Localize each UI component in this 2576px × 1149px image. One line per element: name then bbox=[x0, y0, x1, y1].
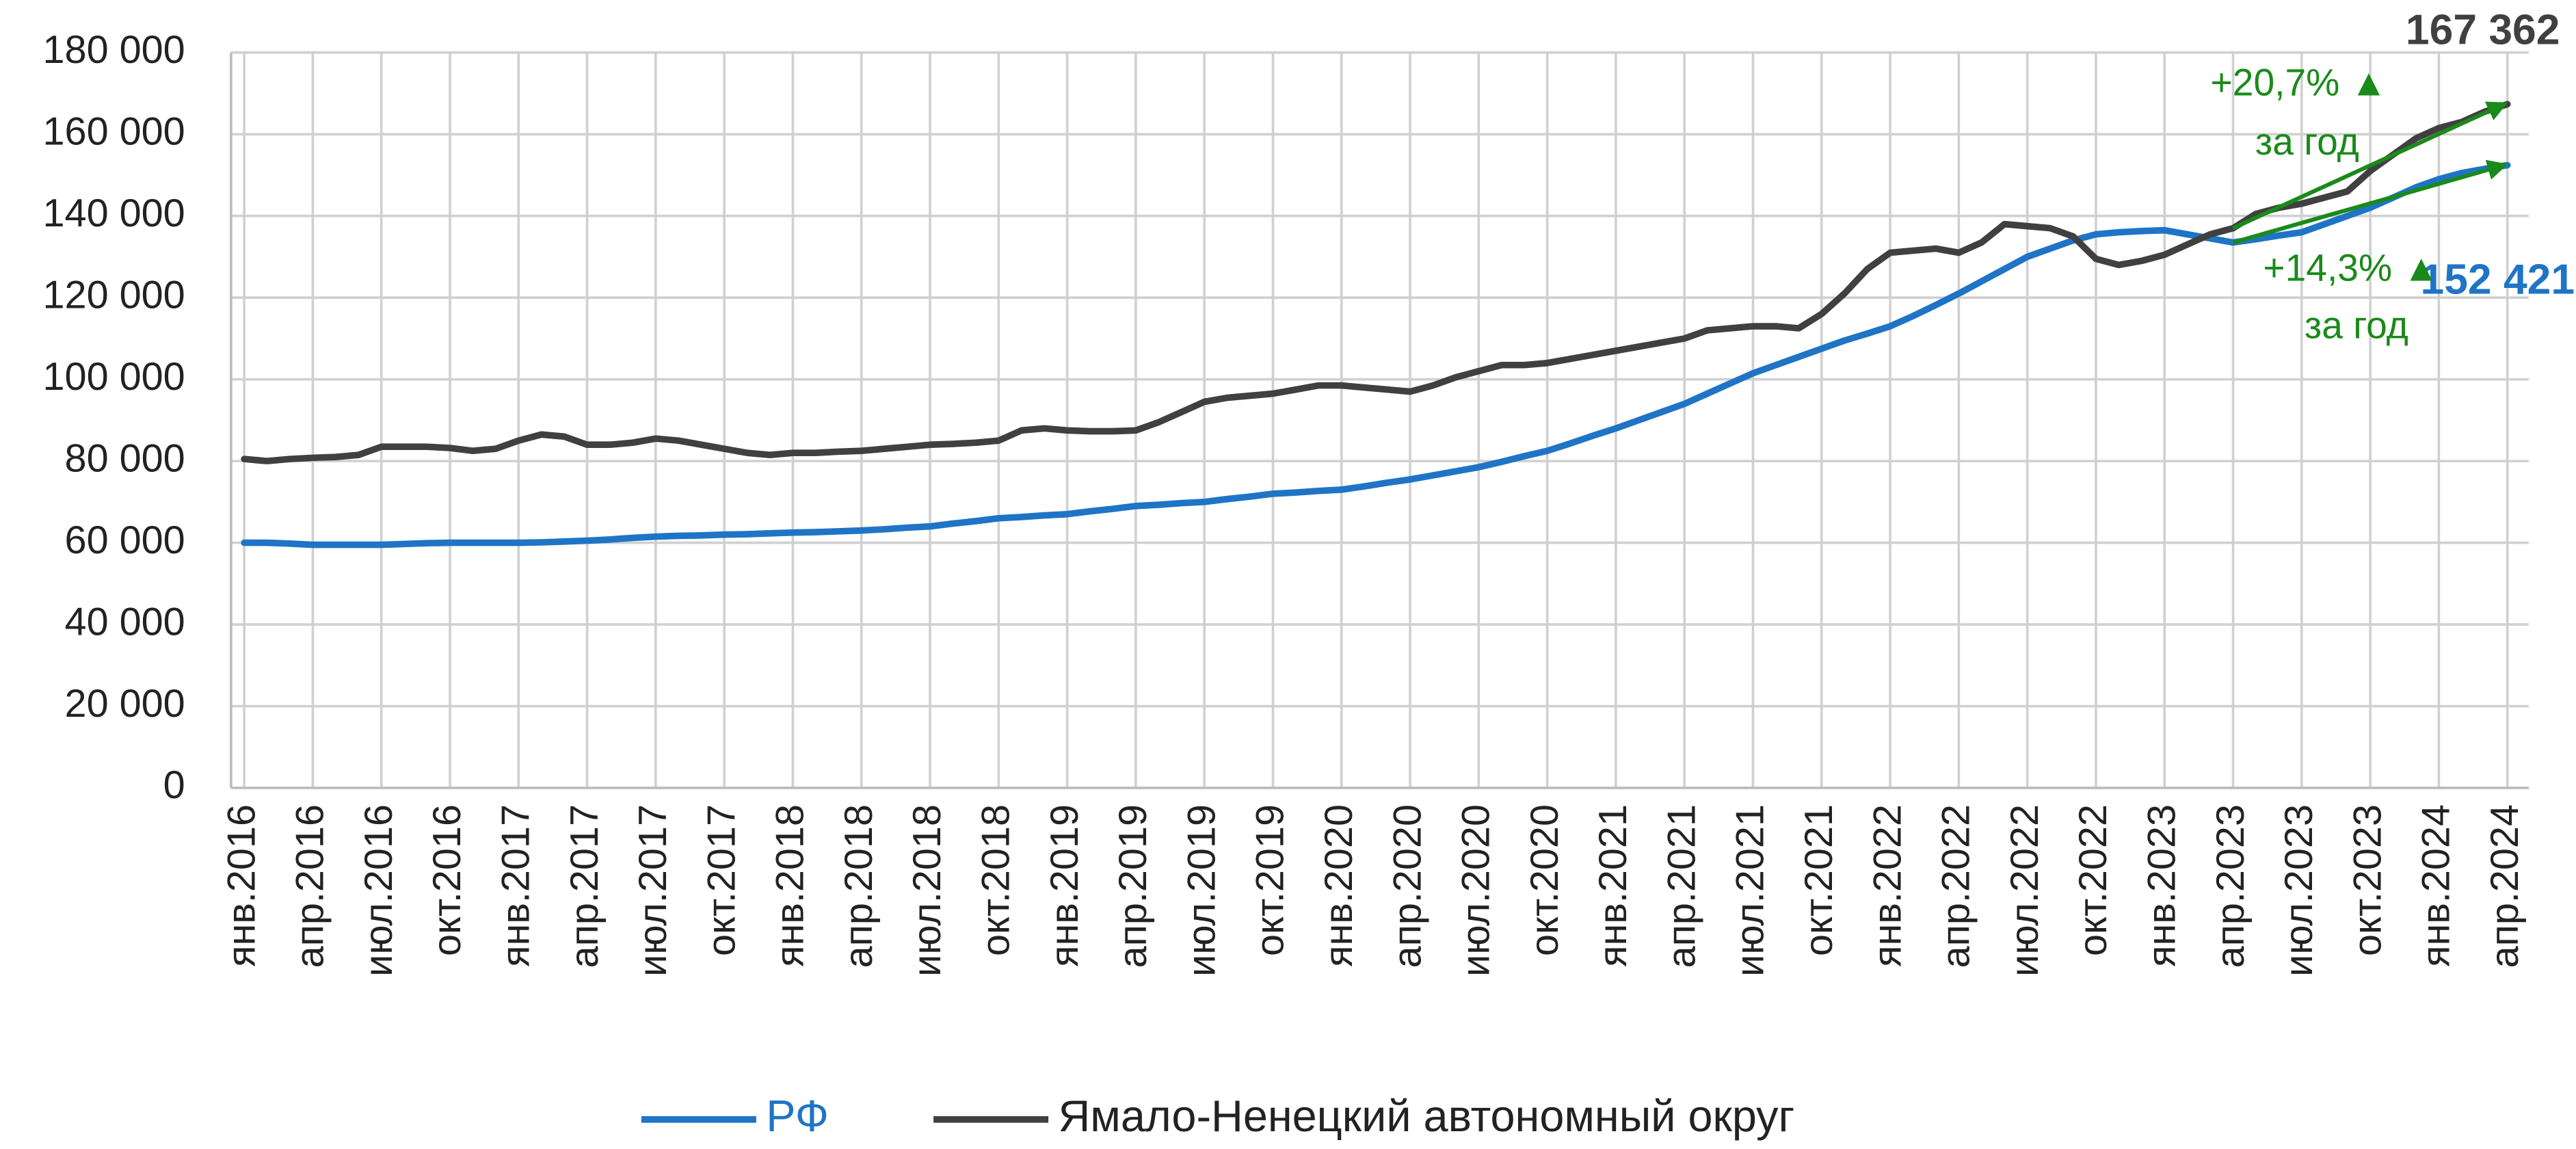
x-tick-label: окт.2019 bbox=[1249, 804, 1292, 956]
y-tick-label: 140 000 bbox=[43, 192, 185, 235]
legend-item: Ямало-Ненецкий автономный округ bbox=[933, 1091, 1794, 1141]
x-tick-label: апр.2019 bbox=[1111, 804, 1155, 968]
y-tick-label: 60 000 bbox=[65, 518, 185, 562]
series-line bbox=[241, 161, 2511, 549]
y-tick-label: 160 000 bbox=[43, 109, 185, 153]
annotation: +20,7% ▲ bbox=[2211, 61, 2388, 103]
x-tick-label: окт.2021 bbox=[1797, 804, 1841, 956]
growth-arrow bbox=[2232, 101, 2508, 230]
x-tick-label: окт.2018 bbox=[974, 804, 1018, 956]
x-tick-label: июл.2019 bbox=[1180, 804, 1223, 977]
x-tick-label: июл.2017 bbox=[631, 804, 675, 977]
x-tick-label: апр.2024 bbox=[2483, 804, 2527, 968]
x-tick-label: янв.2016 bbox=[220, 804, 263, 967]
legend-label: РФ bbox=[766, 1091, 829, 1141]
y-tick-label: 80 000 bbox=[65, 436, 185, 480]
x-tick-label: июл.2023 bbox=[2277, 804, 2321, 977]
x-tick-label: июл.2020 bbox=[1455, 804, 1498, 977]
y-tick-label: 180 000 bbox=[43, 28, 185, 72]
x-tick-label: янв.2017 bbox=[494, 804, 537, 967]
x-tick-label: окт.2023 bbox=[2346, 804, 2389, 956]
x-tick-label: окт.2020 bbox=[1523, 804, 1567, 956]
x-tick-label: апр.2018 bbox=[837, 804, 881, 968]
annotation: 167 362 bbox=[2406, 6, 2560, 53]
annotation: 152 421 bbox=[2421, 256, 2575, 303]
annotation: за год bbox=[2255, 120, 2359, 163]
x-tick-label: окт.2022 bbox=[2071, 804, 2115, 956]
legend-item: РФ bbox=[641, 1091, 829, 1141]
y-tick-label: 40 000 bbox=[65, 600, 185, 644]
x-tick-label: янв.2024 bbox=[2415, 804, 2458, 967]
y-tick-label: 0 bbox=[163, 763, 185, 807]
x-tick-label: окт.2017 bbox=[700, 804, 743, 956]
annotation: за год bbox=[2305, 304, 2408, 347]
x-tick-label: янв.2020 bbox=[1317, 804, 1361, 967]
x-tick-label: апр.2017 bbox=[563, 804, 607, 968]
annotation: +14,3% ▲ bbox=[2263, 247, 2440, 289]
x-tick-label: июл.2022 bbox=[2003, 804, 2047, 977]
y-tick-label: 120 000 bbox=[43, 273, 185, 317]
x-tick-label: апр.2016 bbox=[289, 804, 332, 968]
x-tick-label: апр.2020 bbox=[1385, 804, 1429, 968]
y-tick-label: 20 000 bbox=[65, 682, 185, 726]
x-tick-label: апр.2022 bbox=[1935, 804, 1978, 968]
x-tick-label: апр.2023 bbox=[2209, 804, 2253, 968]
x-tick-label: апр.2021 bbox=[1660, 804, 1703, 968]
x-tick-label: июл.2018 bbox=[905, 804, 949, 977]
x-tick-label: янв.2021 bbox=[1591, 804, 1635, 967]
x-tick-label: окт.2016 bbox=[425, 804, 469, 956]
x-tick-label: янв.2018 bbox=[769, 804, 812, 967]
x-tick-label: янв.2023 bbox=[2140, 804, 2183, 967]
x-tick-label: янв.2019 bbox=[1043, 804, 1087, 967]
series-line bbox=[241, 101, 2511, 464]
y-tick-label: 100 000 bbox=[43, 355, 185, 399]
legend-label: Ямало-Ненецкий автономный округ bbox=[1059, 1091, 1795, 1141]
x-tick-label: июл.2021 bbox=[1729, 804, 1772, 977]
x-tick-label: янв.2022 bbox=[1865, 804, 1909, 967]
growth-arrow bbox=[2232, 159, 2508, 245]
x-tick-label: июл.2016 bbox=[357, 804, 401, 977]
